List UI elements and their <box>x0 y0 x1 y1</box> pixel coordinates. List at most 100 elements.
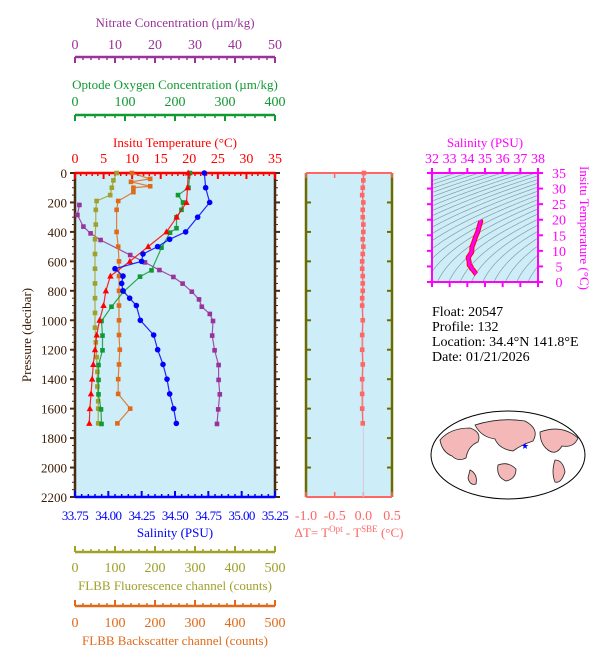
delta-t-point <box>361 178 366 183</box>
pressure-tick-label: 1400 <box>41 372 67 387</box>
backscatter-point <box>115 421 120 426</box>
delta-t-point <box>359 406 365 411</box>
temperature-tick-label: 35 <box>268 152 282 167</box>
delta-t-axis-title: ΔT= TOpt - TSBE (°C) <box>295 524 404 540</box>
fluorescence-tick-label: 200 <box>145 561 166 576</box>
temperature-series <box>86 169 192 426</box>
delta-t-point <box>361 170 367 176</box>
fluorescence-point <box>95 384 100 389</box>
fluorescence-point <box>94 354 99 360</box>
backscatter-point <box>115 376 121 382</box>
backscatter-point <box>127 406 133 411</box>
delta-t-title-sup1: Opt <box>329 524 343 534</box>
nitrate-tick-label: 20 <box>148 38 162 53</box>
temperature-point <box>86 419 93 426</box>
delta-t-point <box>360 185 366 191</box>
oxygen-point <box>96 392 101 397</box>
backscatter-point <box>115 391 121 397</box>
isopycnal-line <box>437 208 538 282</box>
backscatter-point <box>116 317 122 323</box>
isopycnal-line <box>527 265 538 282</box>
fluorescence-point <box>92 251 98 257</box>
ts-ytick-label: 35 <box>552 167 566 182</box>
ts-xaxis-title: Salinity (PSU) <box>447 135 523 150</box>
nitrate-axis-title: Nitrate Concentration (µm/kg) <box>95 15 254 30</box>
salinity-tick-label: 35.25 <box>262 508 288 523</box>
isopycnal-line <box>432 203 538 273</box>
oxygen-point <box>167 230 173 235</box>
delta-t-point <box>359 303 365 308</box>
ts-xtick-label: 36 <box>496 152 510 167</box>
fluorescence-point <box>93 207 99 213</box>
isopycnal-line <box>432 175 538 217</box>
nitrate-point <box>88 231 93 236</box>
oxygen-point <box>180 200 186 205</box>
backscatter-tick-label: 0 <box>72 616 79 631</box>
delta-t-tick-label: 0.0 <box>355 509 373 524</box>
nitrate-point <box>212 348 217 353</box>
backscatter-point <box>116 332 122 338</box>
map-landmass <box>539 428 579 453</box>
backscatter-point <box>131 189 136 195</box>
temperature-point <box>102 287 110 294</box>
salinity-point <box>164 376 170 382</box>
isopycnal-line <box>471 224 538 282</box>
oxygen-point <box>100 348 105 353</box>
isopycnal-line <box>432 194 538 250</box>
info-date: Date: 01/21/2026 <box>432 350 530 365</box>
salinity-point <box>140 251 146 257</box>
ts-density-contours <box>432 173 538 282</box>
salinity-tick-label: 35.00 <box>229 508 255 523</box>
temperature-tick-label: 20 <box>182 152 196 167</box>
salinity-point <box>194 214 201 220</box>
nitrate-point <box>81 224 86 229</box>
oxygen-tick-label: 0 <box>72 95 79 110</box>
backscatter-point <box>128 179 134 185</box>
temperature-point <box>100 302 107 309</box>
nitrate-point <box>127 252 133 258</box>
salinity-point <box>120 273 126 279</box>
nitrate-point <box>196 297 202 302</box>
ts-ytick-label: 0 <box>556 276 563 291</box>
salinity-point <box>112 265 118 272</box>
fluorescence-axis-title: FLBB Fluorescence channel (counts) <box>78 578 272 593</box>
info-float: Float: 20547 <box>432 305 503 320</box>
pressure-tick-label: 400 <box>48 225 68 240</box>
oxygen-point <box>100 333 105 338</box>
backscatter-point <box>114 207 119 213</box>
salinity-point <box>173 420 180 427</box>
fluorescence-point <box>92 295 98 301</box>
nitrate-tick-label: 0 <box>72 38 79 53</box>
salinity-point <box>202 184 209 191</box>
salinity-point <box>138 258 145 265</box>
fluorescence-point <box>92 310 98 316</box>
backscatter-point <box>147 176 153 182</box>
delta-t-point <box>359 391 365 397</box>
isopycnal-line <box>505 245 538 282</box>
temperature-point <box>126 257 134 264</box>
fluorescence-point <box>92 266 98 272</box>
fluorescence-point <box>92 325 98 330</box>
temperature-point <box>184 184 191 191</box>
delta-t-point <box>360 281 366 286</box>
fluorescence-point <box>94 198 99 204</box>
ts-xtick-label: 38 <box>531 152 545 167</box>
ts-xtick-label: 35 <box>478 152 492 167</box>
delta-t-title-sup2: SBE <box>361 524 378 534</box>
delta-t-point <box>360 251 366 257</box>
nitrate-tick-label: 50 <box>268 38 282 53</box>
map-landmass <box>474 419 536 452</box>
delta-t-point <box>359 376 365 382</box>
delta-t-title-prefix: ΔT= T <box>295 525 330 540</box>
isopycnal-line <box>516 254 538 282</box>
isopycnal-line <box>459 218 538 282</box>
fluorescence-point <box>95 369 100 375</box>
backscatter-point <box>115 244 121 249</box>
pressure-axis-title: Pressure (decibar) <box>19 288 34 382</box>
map-landmass <box>439 427 480 460</box>
temperature-point <box>107 272 114 279</box>
salinity-point <box>154 346 161 353</box>
temperature-tick-label: 15 <box>154 152 168 167</box>
nitrate-point <box>216 362 221 368</box>
